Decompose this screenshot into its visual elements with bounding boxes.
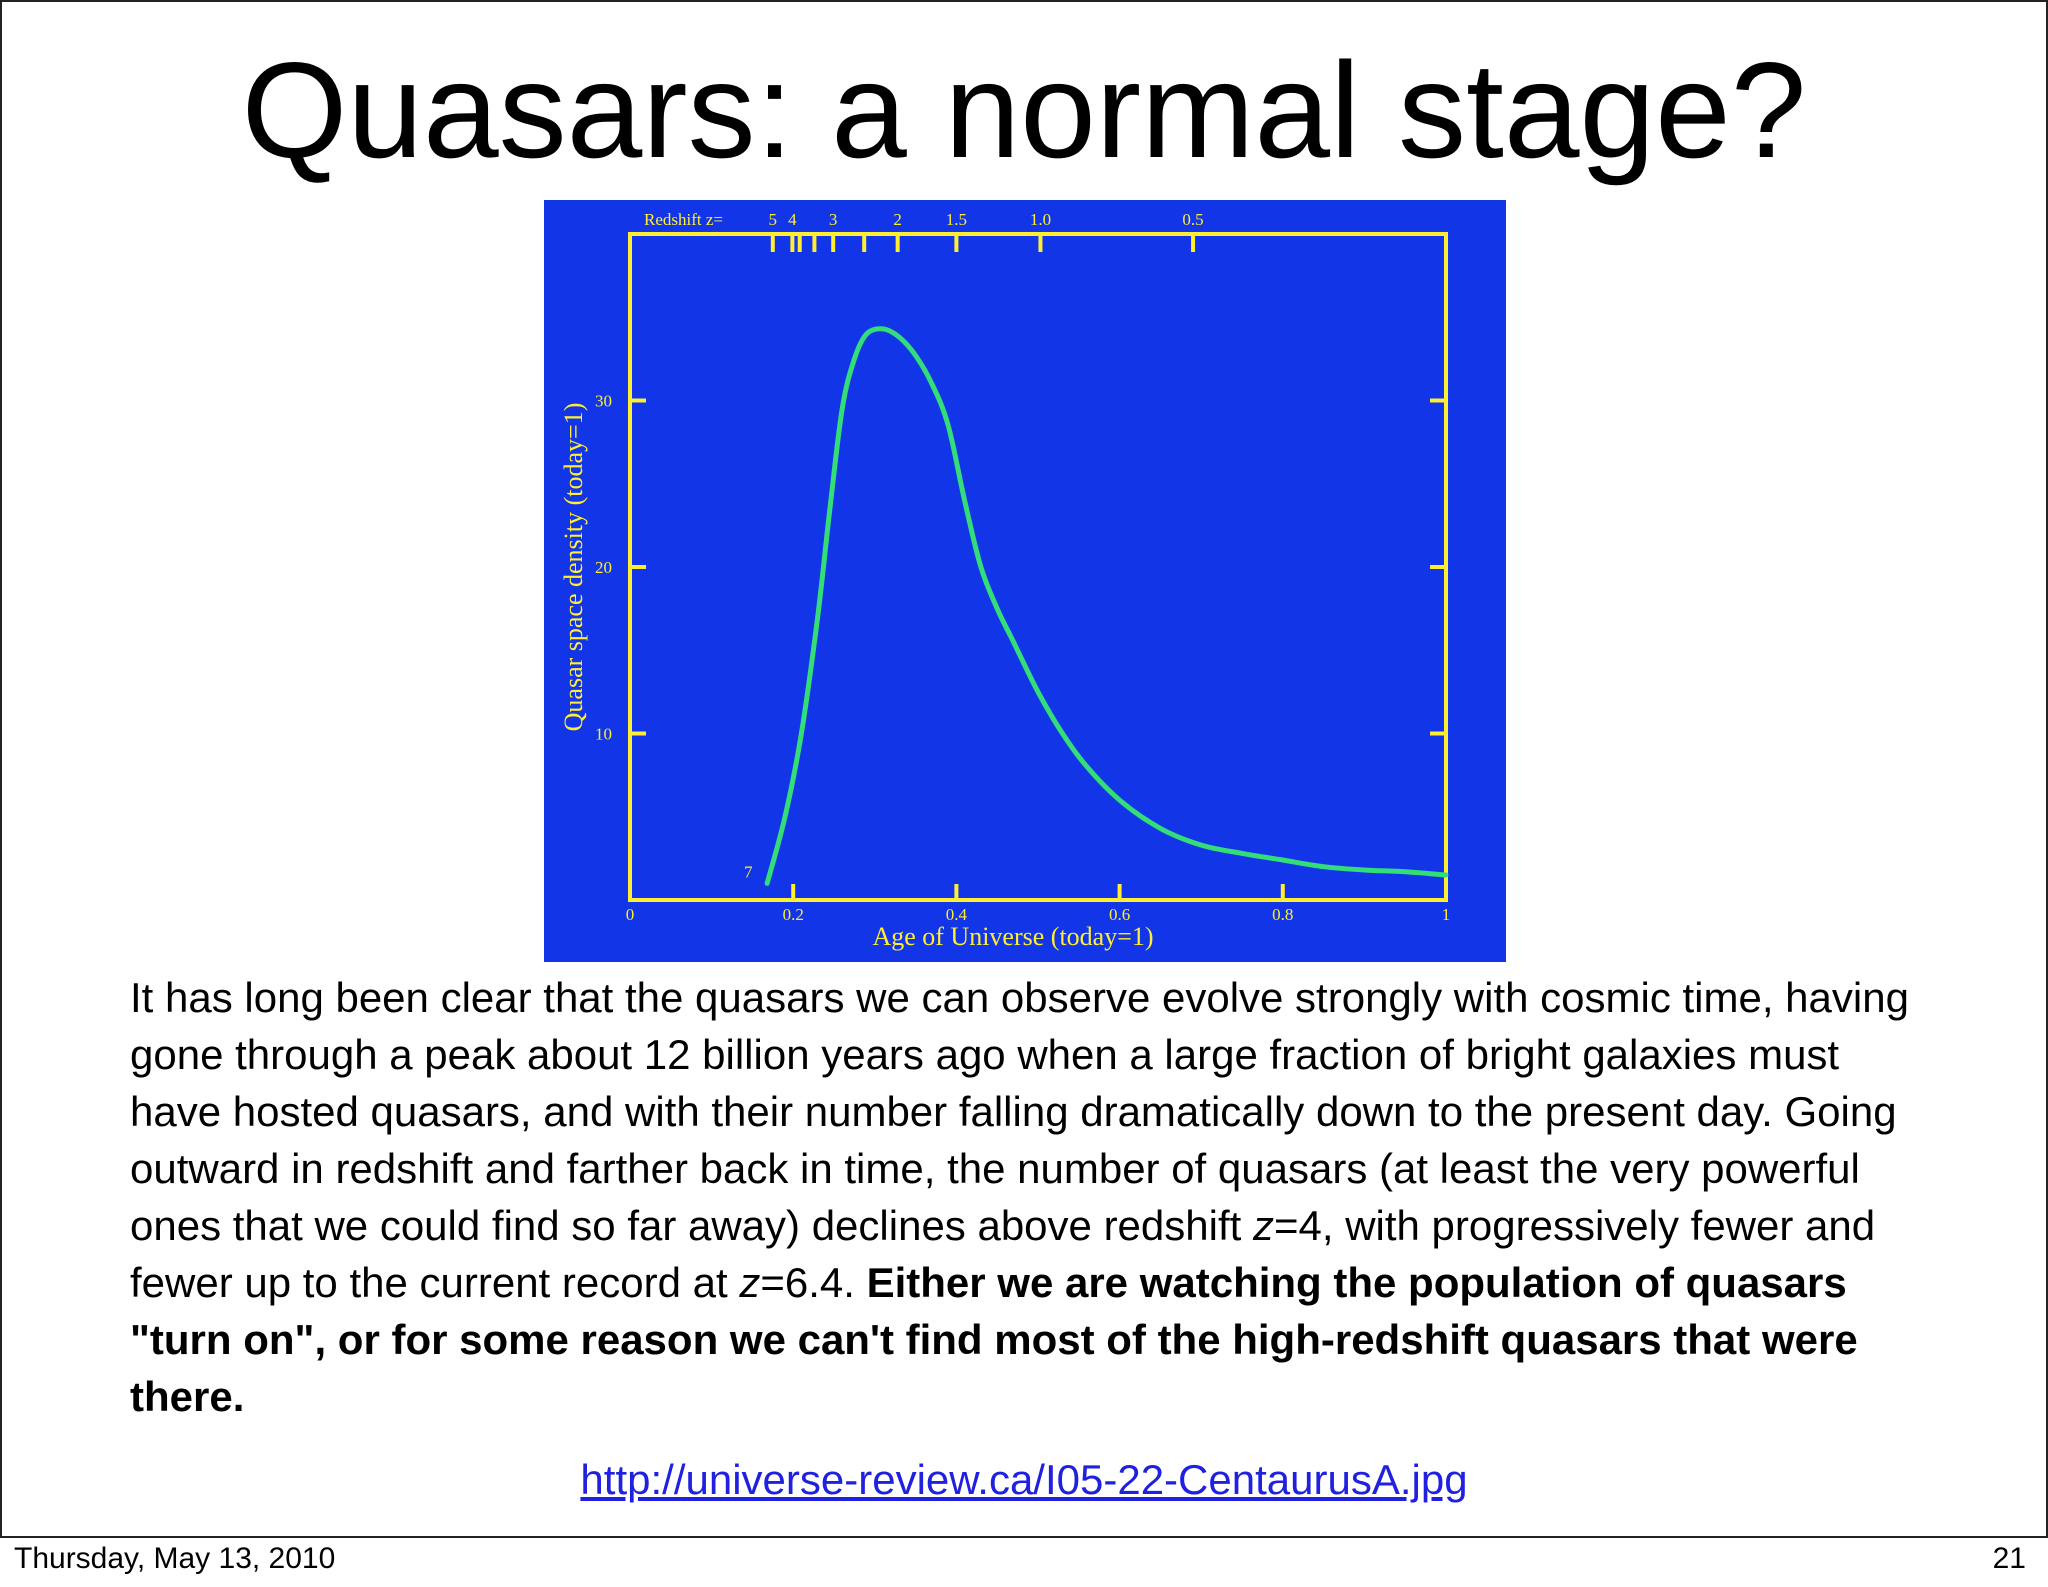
x-tick-label: 0.2: [783, 905, 804, 924]
top-axis-tick-label: 5: [769, 210, 778, 229]
top-axis-tick-label: 1.0: [1030, 210, 1051, 229]
top-axis-tick-label: 2: [893, 210, 902, 229]
body-z-2: z: [739, 1259, 761, 1306]
x-tick-label: 0.8: [1272, 905, 1293, 924]
source-link-row: http://universe-review.ca/I05-22-Centaur…: [2, 1455, 2046, 1505]
chart-annotation: 7: [744, 862, 753, 881]
slide-title: Quasars: a normal stage?: [241, 34, 1807, 186]
source-link[interactable]: http://universe-review.ca/I05-22-Centaur…: [580, 1456, 1468, 1503]
body-text-2: =4, with progressively fewer and fewer u…: [130, 1202, 1876, 1306]
y-axis-label: Quasar space density (today=1): [559, 403, 588, 732]
y-tick-label: 30: [595, 392, 612, 411]
y-tick-label: 20: [595, 558, 612, 577]
x-tick-label: 0.4: [946, 905, 968, 924]
body-text-3: =6.4.: [760, 1259, 867, 1306]
top-axis-tick-label: 4: [788, 210, 797, 229]
footer-date: Thursday, May 13, 2010: [14, 1542, 336, 1575]
density-curve: [764, 326, 1449, 886]
top-axis-tick-label: 1.5: [946, 210, 967, 229]
body-conclusion: Either we are watching the population of…: [130, 1259, 1858, 1420]
y-tick-label: 10: [595, 725, 612, 744]
top-axis-label: Redshift z=: [644, 210, 723, 229]
top-axis-tick-label: 3: [829, 210, 838, 229]
x-axis-label: Age of Universe (today=1): [872, 922, 1153, 951]
chart-svg: 0 0.2 0.4 0.6 0.8 1 Age of Universe (today=1) 1…: [559, 210, 1451, 951]
top-axis-tick-label: 0.5: [1182, 210, 1203, 229]
x-tick-label: 0: [626, 905, 635, 924]
quasar-density-chart: 0 0.2 0.4 0.6 0.8 1 Age of Universe (today=1) 1…: [544, 200, 1506, 962]
body-z-1: z: [1252, 1202, 1274, 1249]
x-tick-label: 1: [1442, 905, 1451, 924]
plot-frame: [628, 232, 1448, 902]
slide: Quasars: a normal stage? 0 0.2 0.4 0.6 0.8 1 A…: [0, 0, 2048, 1538]
footer-page-number: 21: [1992, 1542, 2026, 1575]
body-paragraph: It has long been clear that the quasars …: [130, 969, 1930, 1425]
body-text-1: It has long been clear that the quasars …: [130, 974, 1909, 1249]
x-tick-label: 0.6: [1109, 905, 1130, 924]
